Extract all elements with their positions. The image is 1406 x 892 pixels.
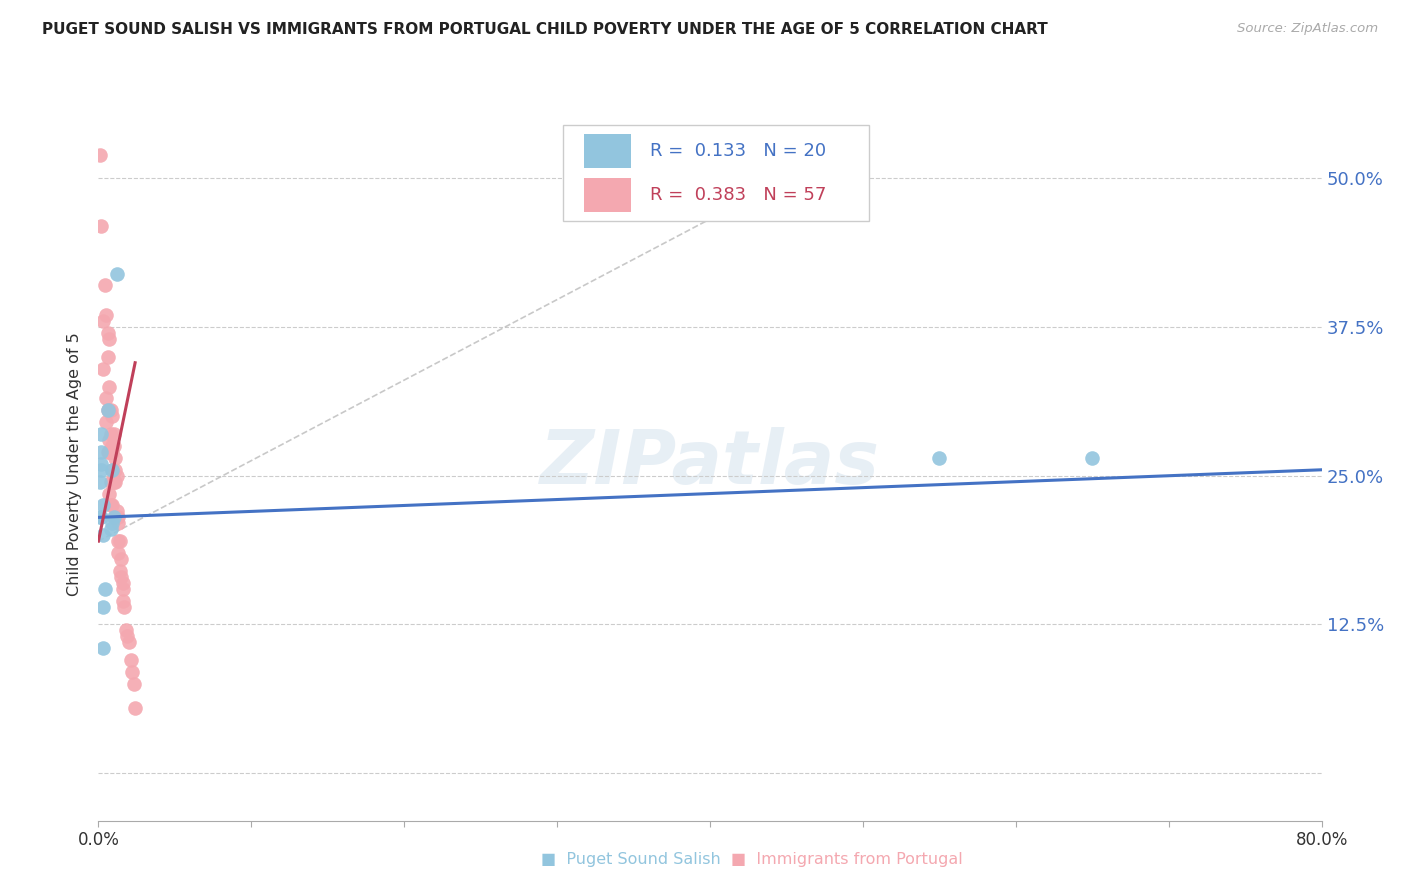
Point bbox=[101, 409, 124, 424]
Point bbox=[1081, 450, 1104, 465]
Text: ZIPatlas: ZIPatlas bbox=[540, 427, 880, 500]
Point bbox=[115, 624, 138, 638]
Point bbox=[101, 445, 124, 459]
Point bbox=[90, 219, 112, 233]
Point bbox=[91, 599, 114, 614]
Text: R =  0.133   N = 20: R = 0.133 N = 20 bbox=[650, 142, 827, 160]
Point bbox=[110, 570, 132, 584]
Point bbox=[111, 593, 134, 607]
Point bbox=[105, 504, 128, 518]
FancyBboxPatch shape bbox=[583, 178, 630, 212]
Point bbox=[101, 499, 124, 513]
Point bbox=[111, 575, 134, 590]
Point bbox=[100, 522, 122, 536]
Point bbox=[100, 445, 122, 459]
Point bbox=[90, 457, 112, 471]
Point bbox=[98, 433, 121, 447]
Point bbox=[89, 475, 111, 489]
Point bbox=[90, 427, 112, 442]
Point bbox=[94, 415, 117, 429]
Point bbox=[117, 629, 139, 643]
Point bbox=[98, 403, 121, 417]
Y-axis label: Child Poverty Under the Age of 5: Child Poverty Under the Age of 5 bbox=[67, 332, 83, 596]
Point bbox=[112, 599, 135, 614]
Text: Source: ZipAtlas.com: Source: ZipAtlas.com bbox=[1237, 22, 1378, 36]
Point bbox=[90, 463, 112, 477]
Text: ■  Puget Sound Salish: ■ Puget Sound Salish bbox=[541, 852, 721, 867]
Point bbox=[100, 403, 122, 417]
Point bbox=[98, 379, 121, 393]
Point bbox=[105, 468, 128, 483]
Point bbox=[105, 267, 128, 281]
Point bbox=[111, 582, 134, 596]
Point bbox=[93, 582, 115, 596]
Point bbox=[101, 516, 124, 531]
FancyBboxPatch shape bbox=[564, 125, 869, 221]
Point bbox=[103, 510, 125, 524]
Point bbox=[101, 439, 124, 453]
Point bbox=[104, 475, 127, 489]
Point bbox=[107, 510, 129, 524]
Point bbox=[110, 552, 132, 566]
Point bbox=[121, 665, 143, 679]
Point bbox=[104, 510, 127, 524]
Point bbox=[98, 486, 121, 500]
Text: R =  0.383   N = 57: R = 0.383 N = 57 bbox=[650, 186, 827, 204]
Point bbox=[90, 510, 112, 524]
Text: PUGET SOUND SALISH VS IMMIGRANTS FROM PORTUGAL CHILD POVERTY UNDER THE AGE OF 5 : PUGET SOUND SALISH VS IMMIGRANTS FROM PO… bbox=[42, 22, 1047, 37]
Point bbox=[104, 463, 127, 477]
Point bbox=[89, 147, 111, 161]
Point bbox=[97, 403, 120, 417]
Point bbox=[90, 445, 112, 459]
Point bbox=[97, 326, 120, 340]
Point bbox=[93, 278, 115, 293]
Point bbox=[98, 445, 121, 459]
Point bbox=[97, 403, 120, 417]
Point bbox=[91, 361, 114, 376]
Point bbox=[101, 463, 124, 477]
Point bbox=[108, 564, 131, 578]
Point bbox=[94, 308, 117, 322]
Point bbox=[124, 700, 146, 714]
Point bbox=[89, 510, 111, 524]
Point bbox=[108, 534, 131, 549]
Point bbox=[107, 534, 129, 549]
Point bbox=[107, 516, 129, 531]
Point bbox=[103, 475, 125, 489]
Point bbox=[107, 546, 129, 560]
Point bbox=[98, 332, 121, 346]
Point bbox=[104, 450, 127, 465]
Point bbox=[94, 392, 117, 406]
Point bbox=[122, 677, 145, 691]
Point bbox=[91, 314, 114, 328]
Point bbox=[91, 641, 114, 656]
Point bbox=[928, 450, 950, 465]
Point bbox=[91, 528, 114, 542]
Point bbox=[101, 475, 124, 489]
Text: ■  Immigrants from Portugal: ■ Immigrants from Portugal bbox=[731, 852, 963, 867]
Point bbox=[101, 463, 124, 477]
Point bbox=[118, 635, 141, 649]
Point bbox=[120, 653, 142, 667]
Point bbox=[91, 499, 114, 513]
Point bbox=[103, 439, 125, 453]
Point bbox=[100, 475, 122, 489]
Point bbox=[97, 445, 120, 459]
Point bbox=[97, 350, 120, 364]
Point bbox=[100, 499, 122, 513]
FancyBboxPatch shape bbox=[583, 134, 630, 168]
Point bbox=[103, 427, 125, 442]
Point bbox=[100, 427, 122, 442]
